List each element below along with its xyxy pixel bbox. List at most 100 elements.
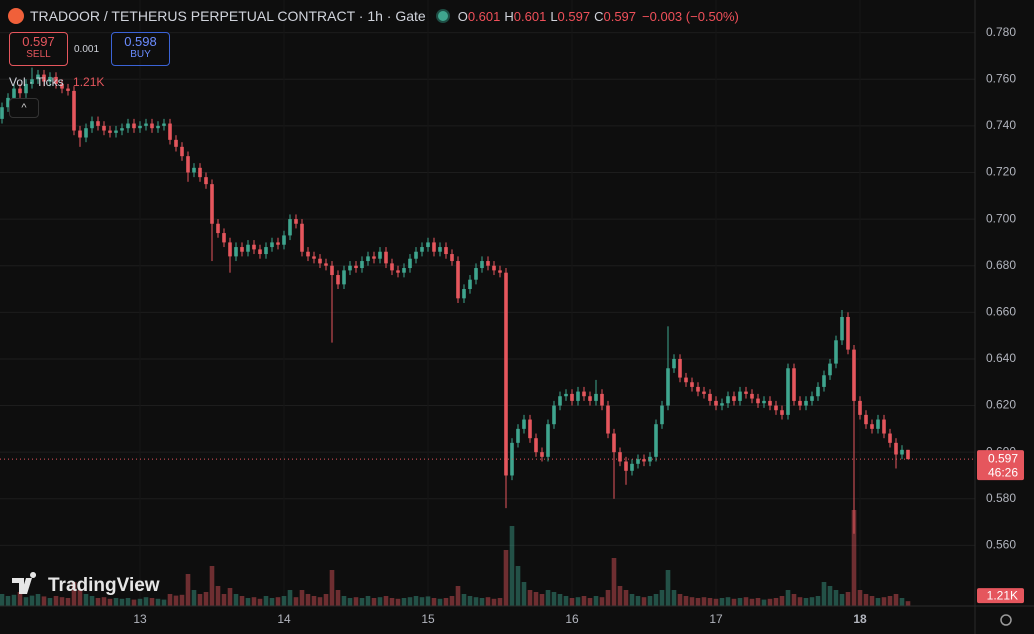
candle-body (378, 251, 382, 259)
sell-button[interactable]: 0.597 SELL (9, 32, 68, 66)
candle-body (384, 251, 388, 264)
volume-bar (293, 597, 299, 606)
volume-bar (779, 596, 785, 606)
candle-body (900, 449, 904, 455)
candle-body (444, 247, 448, 255)
candle-body (600, 393, 604, 406)
candle-body (828, 363, 832, 376)
volume-bar (113, 598, 119, 606)
volume-bar (107, 598, 113, 606)
volume-bar (35, 594, 41, 606)
overlay: 0.5600.5800.6000.6200.6400.6600.6800.700… (0, 25, 1024, 626)
y-tick-label: 0.700 (986, 211, 1016, 225)
candle-body (852, 349, 856, 401)
volume-bar (203, 592, 209, 606)
volume-bar (263, 596, 269, 606)
buy-button[interactable]: 0.598 BUY (111, 32, 170, 66)
volume-bar (749, 598, 755, 606)
volume-bar (233, 594, 239, 606)
candle-body (822, 375, 826, 387)
candle-body (300, 223, 304, 252)
buy-price[interactable]: 0.598 (124, 34, 157, 49)
candle-body (696, 386, 700, 392)
x-tick-label: 15 (421, 612, 435, 626)
candle-body (558, 396, 562, 406)
symbol-title: TRADOOR / TETHERUS PERPETUAL CONTRACT · … (30, 8, 426, 24)
candle-body (618, 452, 622, 462)
last-volume-box (977, 588, 1024, 604)
volume-bar (455, 586, 461, 606)
volume-bar (377, 597, 383, 606)
volume-bar (173, 595, 179, 606)
candle-body (156, 125, 160, 129)
candle-body (372, 256, 376, 259)
volume-bar (509, 526, 515, 606)
volume-bar (683, 596, 689, 606)
candle-body (216, 223, 220, 234)
volume-bar (869, 596, 875, 606)
candle-body (24, 83, 28, 94)
candle-body (0, 107, 4, 119)
candle-body (732, 396, 736, 401)
candle-body (60, 83, 64, 89)
volume-bar (47, 598, 53, 606)
c-value: 0.597 (603, 8, 637, 24)
volume-bar (893, 594, 899, 606)
candle-body (750, 393, 754, 399)
candle-body (240, 247, 244, 252)
candle-body (138, 125, 142, 129)
sell-label[interactable]: SELL (26, 49, 51, 60)
candle-body (6, 97, 10, 108)
volume-bar (353, 597, 359, 606)
candle-body (246, 244, 250, 252)
candle-body (798, 400, 802, 406)
candle-body (198, 167, 202, 178)
volume-bar (179, 594, 185, 606)
volume-bar (545, 590, 551, 606)
volume-bar (785, 590, 791, 606)
volume-bar (5, 596, 11, 606)
settings-icon[interactable] (1000, 614, 1012, 626)
volume-bar (167, 594, 173, 606)
volume-bar (461, 594, 467, 606)
volume-bar (725, 597, 731, 606)
volume-bar (773, 598, 779, 606)
volume-bar (755, 598, 761, 606)
candle-body (114, 130, 118, 133)
volume-bar (101, 597, 107, 606)
candle-body (774, 405, 778, 411)
volume-bar (431, 598, 437, 606)
volume-bar (239, 596, 245, 606)
buy-label[interactable]: BUY (130, 49, 151, 60)
volume-bar (491, 598, 497, 606)
volume-bar (707, 598, 713, 606)
y-tick-label: 0.680 (986, 258, 1016, 272)
l-label: L (550, 8, 558, 24)
volume-bar (59, 597, 65, 606)
volume-bar (41, 596, 47, 606)
volume-bar (851, 510, 857, 606)
x-tick-label: 16 (565, 612, 579, 626)
collapse-button[interactable]: ^ (9, 98, 39, 118)
sell-price[interactable]: 0.597 (22, 34, 55, 49)
volume-bar (719, 598, 725, 606)
volume-bar (11, 594, 17, 606)
x-tick-label: 13 (133, 612, 147, 626)
gear[interactable] (1000, 614, 1012, 626)
candle-body (426, 242, 430, 248)
y-tick-label: 0.720 (986, 165, 1016, 179)
volume-bar (587, 598, 593, 606)
candle-body (420, 247, 424, 252)
volume-bar (497, 598, 503, 606)
volume-bar (419, 597, 425, 606)
volume-legend-label: Vol · Ticks (9, 75, 64, 89)
volume-bar (671, 590, 677, 606)
volume-bar (827, 586, 833, 606)
candle-body (312, 256, 316, 259)
candle-body (708, 393, 712, 401)
candle-body (102, 125, 106, 131)
candle-body (354, 265, 358, 269)
volume-bar (647, 596, 653, 606)
candle-body (834, 340, 838, 364)
candle-body (756, 398, 760, 404)
